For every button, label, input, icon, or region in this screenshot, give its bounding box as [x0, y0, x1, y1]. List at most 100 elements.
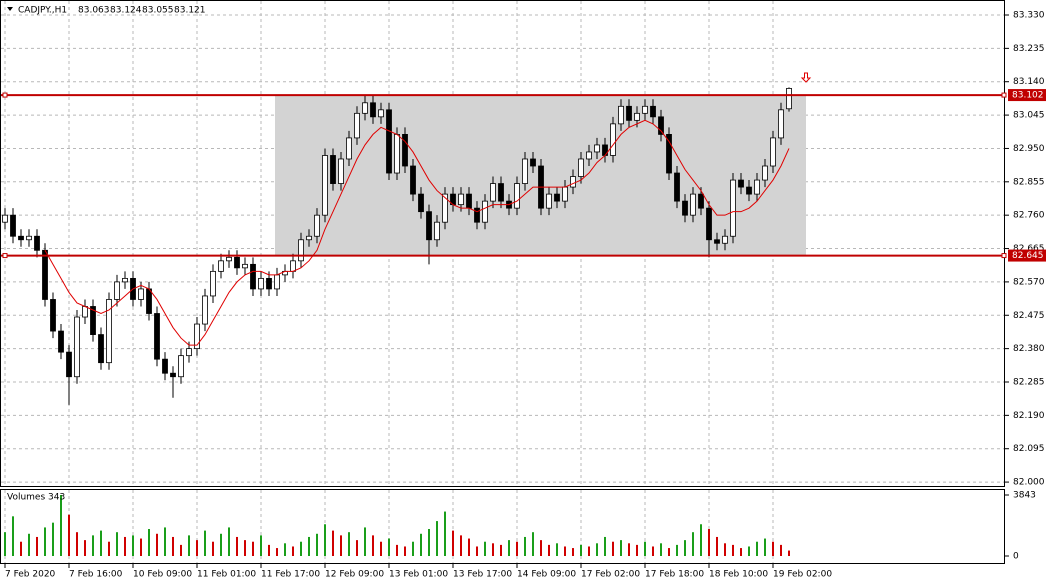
x-tick-label: 18 Feb 10:00 — [709, 570, 768, 580]
high-label: 83.124 — [110, 6, 142, 16]
candle-body — [546, 193, 552, 209]
candle-body — [306, 235, 312, 241]
candle-body — [514, 183, 520, 209]
candle-body — [674, 172, 680, 202]
candle-body — [370, 102, 376, 118]
candle-body — [650, 105, 656, 118]
candle-body — [418, 193, 424, 213]
y-tick-label: 82.475 — [1013, 311, 1045, 321]
candle-body — [578, 158, 584, 177]
candle-body — [98, 334, 104, 364]
x-tick-label: 14 Feb 09:00 — [517, 570, 576, 580]
x-tick-label: 11 Feb 01:00 — [197, 570, 256, 580]
x-tick-label: 12 Feb 09:00 — [325, 570, 384, 580]
candle-body — [706, 207, 712, 241]
moving-average — [44, 119, 790, 346]
candle-body — [690, 193, 696, 216]
volume-panel — [0, 489, 1005, 564]
candle-body — [82, 306, 88, 318]
candle-body — [642, 105, 648, 114]
candle-body — [682, 200, 688, 216]
level-handle — [2, 253, 8, 259]
candle-body — [594, 144, 600, 153]
candle-body — [170, 372, 176, 378]
candle-body — [330, 155, 336, 184]
candle-body — [226, 256, 232, 262]
candle-body — [618, 105, 624, 125]
candle-body — [778, 109, 784, 139]
candle-body — [482, 200, 488, 223]
candle-body — [90, 306, 96, 335]
candle-body — [274, 274, 280, 290]
candle-body — [362, 102, 368, 114]
candle-body — [522, 158, 528, 184]
y-tick-label: 82.570 — [1013, 277, 1045, 287]
candle-body — [378, 109, 384, 118]
y-tick-label: 83.235 — [1013, 44, 1045, 54]
open-label: 83.063 — [78, 6, 110, 16]
candle-body — [498, 183, 504, 202]
y-tick-label: 82.285 — [1013, 377, 1045, 387]
candle-body — [474, 207, 480, 223]
x-tick-label: 13 Feb 17:00 — [453, 570, 512, 580]
x-tick-label: 11 Feb 17:00 — [261, 570, 320, 580]
candle-body — [202, 295, 208, 325]
close-label: 83.121 — [174, 6, 206, 16]
candle-body — [290, 260, 296, 272]
candle-body — [194, 323, 200, 350]
level-handle — [1001, 253, 1007, 259]
candle-body — [410, 165, 416, 195]
candle-body — [626, 105, 632, 121]
candle-body — [610, 123, 616, 156]
candle-body — [402, 134, 408, 167]
candle-body — [242, 263, 248, 269]
y-tick-label: 82.000 — [1013, 478, 1045, 488]
candle-body — [162, 358, 168, 374]
candle-body — [770, 137, 776, 167]
candle-body — [530, 158, 536, 167]
candle-body — [722, 235, 728, 244]
y-tick-label: 83.140 — [1013, 77, 1045, 87]
x-tick-label: 13 Feb 01:00 — [389, 570, 448, 580]
candle-body — [434, 221, 440, 241]
y-tick-label: 83.045 — [1013, 111, 1045, 121]
candle-body — [658, 116, 664, 135]
candle-body — [666, 134, 672, 174]
candle-body — [106, 299, 112, 364]
candle-body — [66, 351, 72, 378]
candle-body — [322, 155, 328, 216]
candle-body — [122, 277, 128, 283]
candle-body — [210, 270, 216, 297]
candle-body — [570, 176, 576, 188]
candle-body — [178, 355, 184, 378]
candle-body — [386, 109, 392, 174]
y-tick-label: 82.665 — [1013, 244, 1045, 254]
candle-body — [266, 277, 272, 290]
y-tick-label: 82.190 — [1013, 411, 1045, 421]
candle-body — [58, 330, 64, 353]
y-tick-label: 82.760 — [1013, 211, 1045, 221]
candle-body — [466, 193, 472, 209]
y-tick-label: 0 — [1013, 552, 1019, 562]
volume-title: Volumes 343 — [7, 493, 65, 503]
candle-body — [786, 87, 792, 110]
level-label: 83.102 — [1012, 91, 1044, 101]
x-tick-label: 17 Feb 02:00 — [581, 570, 640, 580]
candle-body — [314, 214, 320, 237]
x-tick-label: 10 Feb 09:00 — [133, 570, 192, 580]
candle-body — [634, 112, 640, 121]
candle-body — [218, 260, 224, 272]
candle-body — [26, 235, 32, 241]
symbol-label: CADJPY.,H1 — [18, 6, 67, 16]
y-tick-label: 3843 — [1013, 491, 1036, 501]
buy-arrow — [800, 72, 812, 83]
candle-body — [586, 151, 592, 160]
low-label: 83.055 — [142, 6, 174, 16]
x-tick-label: 17 Feb 18:00 — [645, 570, 704, 580]
menu-triangle — [7, 7, 13, 11]
y-tick-label: 83.330 — [1013, 10, 1045, 20]
candle-body — [186, 348, 192, 357]
candle-body — [426, 211, 432, 241]
